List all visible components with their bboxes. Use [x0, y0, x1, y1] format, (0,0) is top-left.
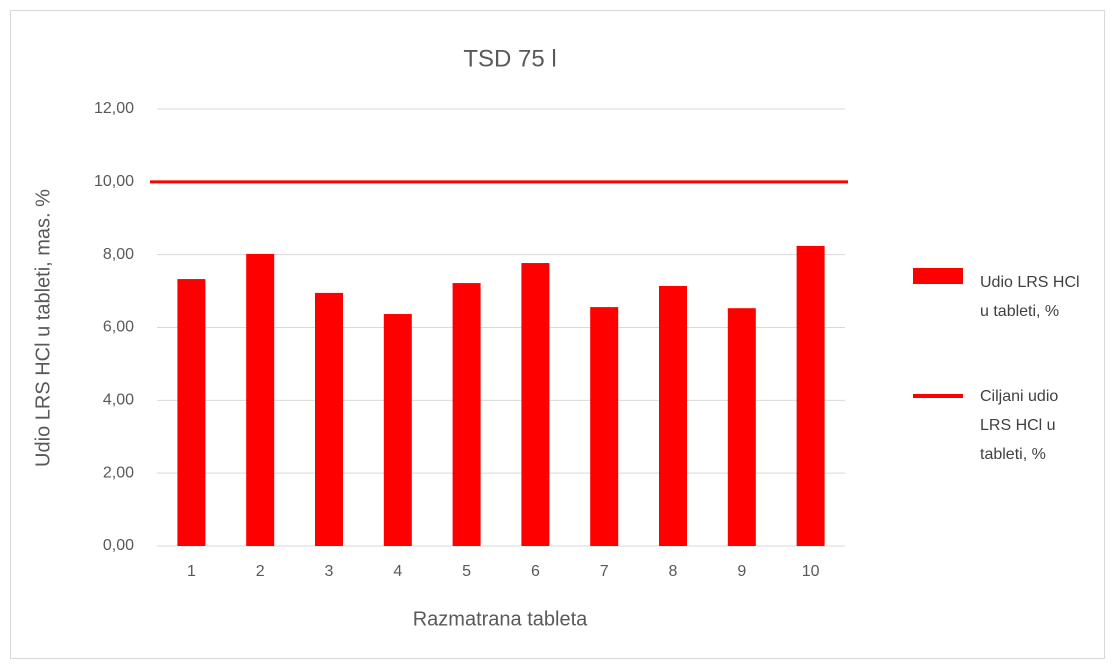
bar	[315, 292, 343, 546]
y-tick-label: 10,00	[94, 173, 134, 190]
y-tick-label: 2,00	[103, 464, 134, 481]
y-tick-label: 0,00	[103, 537, 134, 554]
x-tick-label: 2	[256, 563, 265, 580]
bar	[452, 283, 481, 546]
bar	[383, 314, 412, 546]
x-tick-label: 7	[600, 563, 609, 580]
chart-title: TSD 75 l	[463, 45, 556, 72]
x-tick-label: 8	[669, 563, 678, 580]
legend-label: Ciljani udio LRS HCl u tableti, %	[980, 388, 1059, 463]
legend-label: Udio LRS HCl u tableti, %	[980, 274, 1080, 320]
y-tick-label: 12,00	[94, 100, 134, 117]
x-tick-label: 5	[462, 563, 471, 580]
bar	[521, 263, 550, 546]
y-tick-label: 6,00	[103, 319, 134, 336]
bar	[796, 245, 825, 546]
bar	[590, 307, 619, 546]
chart-border	[10, 10, 1105, 659]
x-axis-label: Razmatrana tableta	[413, 608, 588, 630]
bar	[727, 308, 756, 546]
y-tick-label: 8,00	[103, 246, 134, 263]
x-tick-label: 3	[325, 563, 334, 580]
bar	[659, 285, 687, 546]
x-tick-label: 9	[737, 563, 746, 580]
x-tick-label: 6	[531, 563, 540, 580]
x-tick-label: 1	[187, 563, 196, 580]
x-tick-label: 4	[393, 563, 402, 580]
legend-swatch	[913, 268, 963, 284]
bar	[246, 253, 275, 546]
y-axis-label: Udio LRS HCl u tableti, mas. %	[32, 189, 54, 467]
y-tick-label: 4,00	[103, 392, 134, 409]
x-tick-label: 10	[802, 563, 820, 580]
bar	[177, 279, 206, 546]
